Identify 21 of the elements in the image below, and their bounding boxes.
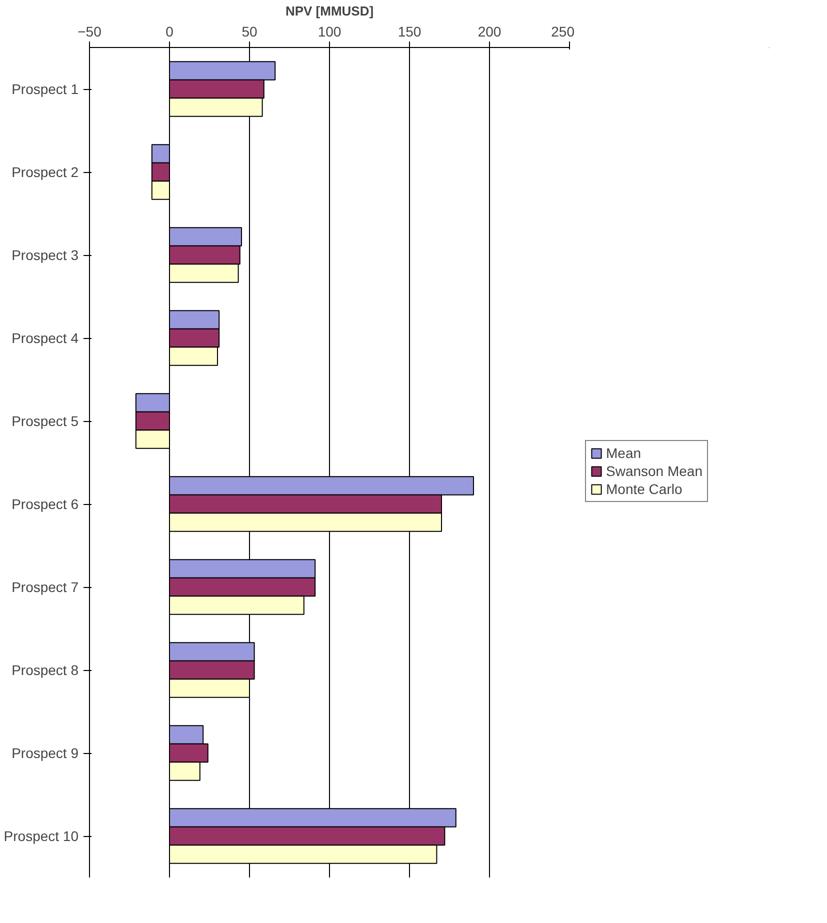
- y-tick-label: Prospect 1: [12, 81, 79, 97]
- y-tick-label: Prospect 8: [12, 662, 79, 678]
- legend-label: Monte Carlo: [606, 481, 682, 497]
- x-tick-label: 200: [478, 24, 502, 40]
- x-axis-title: NPV [MMUSD]: [285, 4, 374, 18]
- legend-label: Swanson Mean: [606, 463, 703, 479]
- y-tick-label: Prospect 9: [12, 745, 79, 761]
- x-tick-label: 100: [318, 24, 342, 40]
- y-tick-label: Prospect 5: [12, 413, 79, 429]
- legend-label: Mean: [606, 445, 642, 461]
- y-tick-label: Prospect 3: [12, 247, 79, 263]
- x-tick-label: 0: [166, 24, 174, 40]
- y-tick-label: Prospect 7: [12, 579, 79, 595]
- x-tick-label: −50: [78, 24, 102, 40]
- y-tick-label: Prospect 6: [12, 496, 79, 512]
- x-tick-label: 150: [398, 24, 422, 40]
- y-tick-label: Prospect 10: [4, 828, 79, 844]
- x-tick-label: 50: [242, 24, 258, 40]
- x-tick-label: 250: [551, 24, 575, 40]
- y-tick-label: Prospect 4: [12, 330, 79, 346]
- y-tick-label: Prospect 2: [12, 164, 79, 180]
